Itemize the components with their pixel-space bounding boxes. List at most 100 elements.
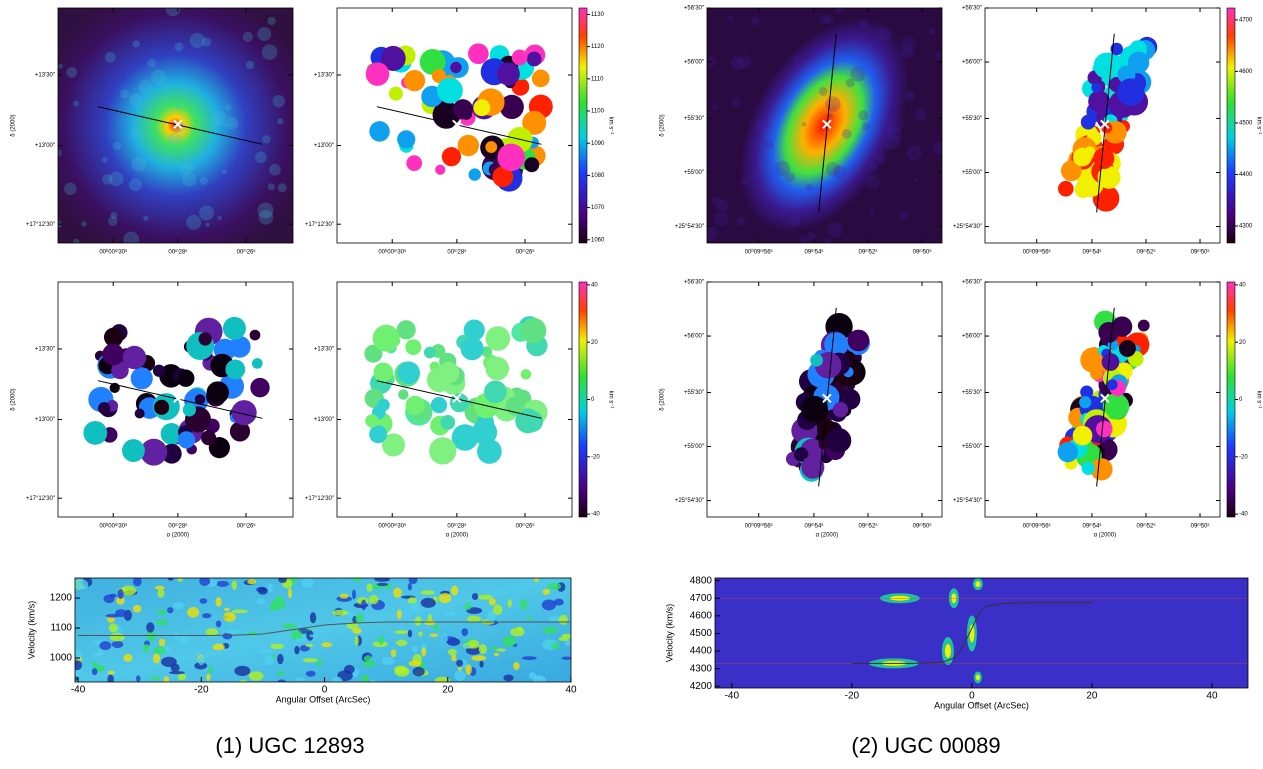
blob	[122, 439, 145, 462]
blob	[419, 49, 446, 75]
texture	[507, 598, 512, 608]
blob	[499, 94, 524, 120]
texture	[447, 648, 457, 656]
texture	[158, 638, 166, 647]
texture	[491, 646, 498, 651]
dec-tick-label: +13′00″	[314, 143, 335, 149]
texture	[117, 588, 124, 600]
dec-tick-label: +13′00″	[35, 417, 56, 423]
texture	[548, 616, 562, 622]
texture	[513, 661, 520, 670]
blob	[102, 343, 125, 366]
texture	[301, 578, 314, 588]
pv-image	[75, 578, 571, 682]
texture	[707, 56, 717, 66]
texture	[712, 196, 722, 206]
blob	[364, 344, 383, 363]
blob	[98, 402, 111, 415]
ra-axis-label: α (2000)	[816, 533, 838, 539]
texture	[420, 590, 435, 595]
dec-tick-label: +55′00″	[962, 170, 983, 176]
texture	[91, 668, 98, 676]
texture	[714, 211, 729, 226]
texture	[270, 643, 285, 650]
texture	[542, 588, 550, 595]
blob	[397, 130, 416, 149]
blob	[473, 99, 491, 117]
emission-core	[969, 624, 975, 643]
blob	[1137, 319, 1150, 332]
texture	[142, 644, 150, 653]
texture	[351, 589, 357, 600]
center-marker	[173, 393, 183, 404]
texture	[217, 215, 222, 221]
colorbar-unit: km s⁻¹	[607, 117, 613, 135]
blob	[1073, 147, 1092, 167]
texture	[208, 665, 213, 675]
dec-tick-label: +17°12′30″	[26, 222, 56, 228]
dec-tick-label: +56′30″	[684, 6, 705, 12]
ra-tick-label: 00ʰ09ᵐ56ˢ	[1023, 523, 1051, 530]
texture	[186, 214, 202, 230]
dec-tick-label: +25°54′30″	[675, 224, 705, 230]
blob	[496, 62, 520, 86]
texture	[174, 103, 181, 111]
texture	[277, 679, 286, 682]
dec-tick-label: +13′00″	[314, 417, 335, 423]
dec-tick-label: +56′30″	[962, 280, 983, 286]
colorbar	[578, 281, 588, 518]
texture	[234, 665, 251, 676]
colorbar-tick-label: 1130	[591, 12, 605, 18]
texture	[270, 599, 286, 611]
texture	[226, 116, 239, 130]
y-tick-label: 4500	[690, 628, 713, 639]
texture	[64, 182, 77, 196]
blob	[435, 164, 446, 175]
texture	[553, 598, 564, 606]
texture	[174, 632, 179, 641]
ra-tick-label: 09ᵐ50ˢ	[1191, 250, 1210, 256]
dec-tick-label: +55′00″	[684, 170, 705, 176]
x-axis-label: Angular Offset (ArcSec)	[276, 694, 371, 704]
texture	[105, 613, 119, 618]
texture	[361, 674, 369, 682]
texture	[806, 231, 816, 241]
map-frame	[706, 7, 943, 244]
texture	[754, 120, 768, 134]
texture	[382, 656, 395, 666]
texture	[165, 8, 181, 17]
texture	[346, 622, 359, 630]
texture	[123, 653, 133, 662]
texture	[93, 640, 102, 645]
blob	[429, 437, 457, 465]
texture	[396, 609, 402, 620]
blob	[460, 337, 484, 361]
texture	[832, 165, 847, 180]
texture	[268, 582, 273, 593]
x-tick-label: -20	[194, 685, 209, 696]
texture	[116, 596, 125, 605]
dec-tick-label: +56′30″	[962, 6, 983, 12]
texture	[354, 635, 359, 646]
texture	[869, 208, 875, 214]
texture	[737, 55, 752, 70]
blob	[794, 447, 809, 462]
texture	[866, 175, 881, 189]
colorbar	[1226, 281, 1236, 518]
texture	[429, 633, 439, 638]
dec-tick-label: +17°12′30″	[305, 496, 335, 502]
map-image	[1057, 36, 1158, 212]
texture	[168, 578, 174, 581]
texture	[269, 163, 281, 176]
texture	[112, 141, 122, 151]
texture	[231, 609, 248, 614]
colorbar	[578, 7, 588, 244]
texture	[427, 613, 433, 623]
blob	[103, 327, 124, 347]
texture	[120, 89, 130, 99]
texture	[420, 597, 436, 608]
texture	[75, 676, 79, 681]
texture	[150, 676, 161, 681]
texture	[109, 171, 124, 187]
dec-tick-label: +55′30″	[684, 390, 705, 396]
